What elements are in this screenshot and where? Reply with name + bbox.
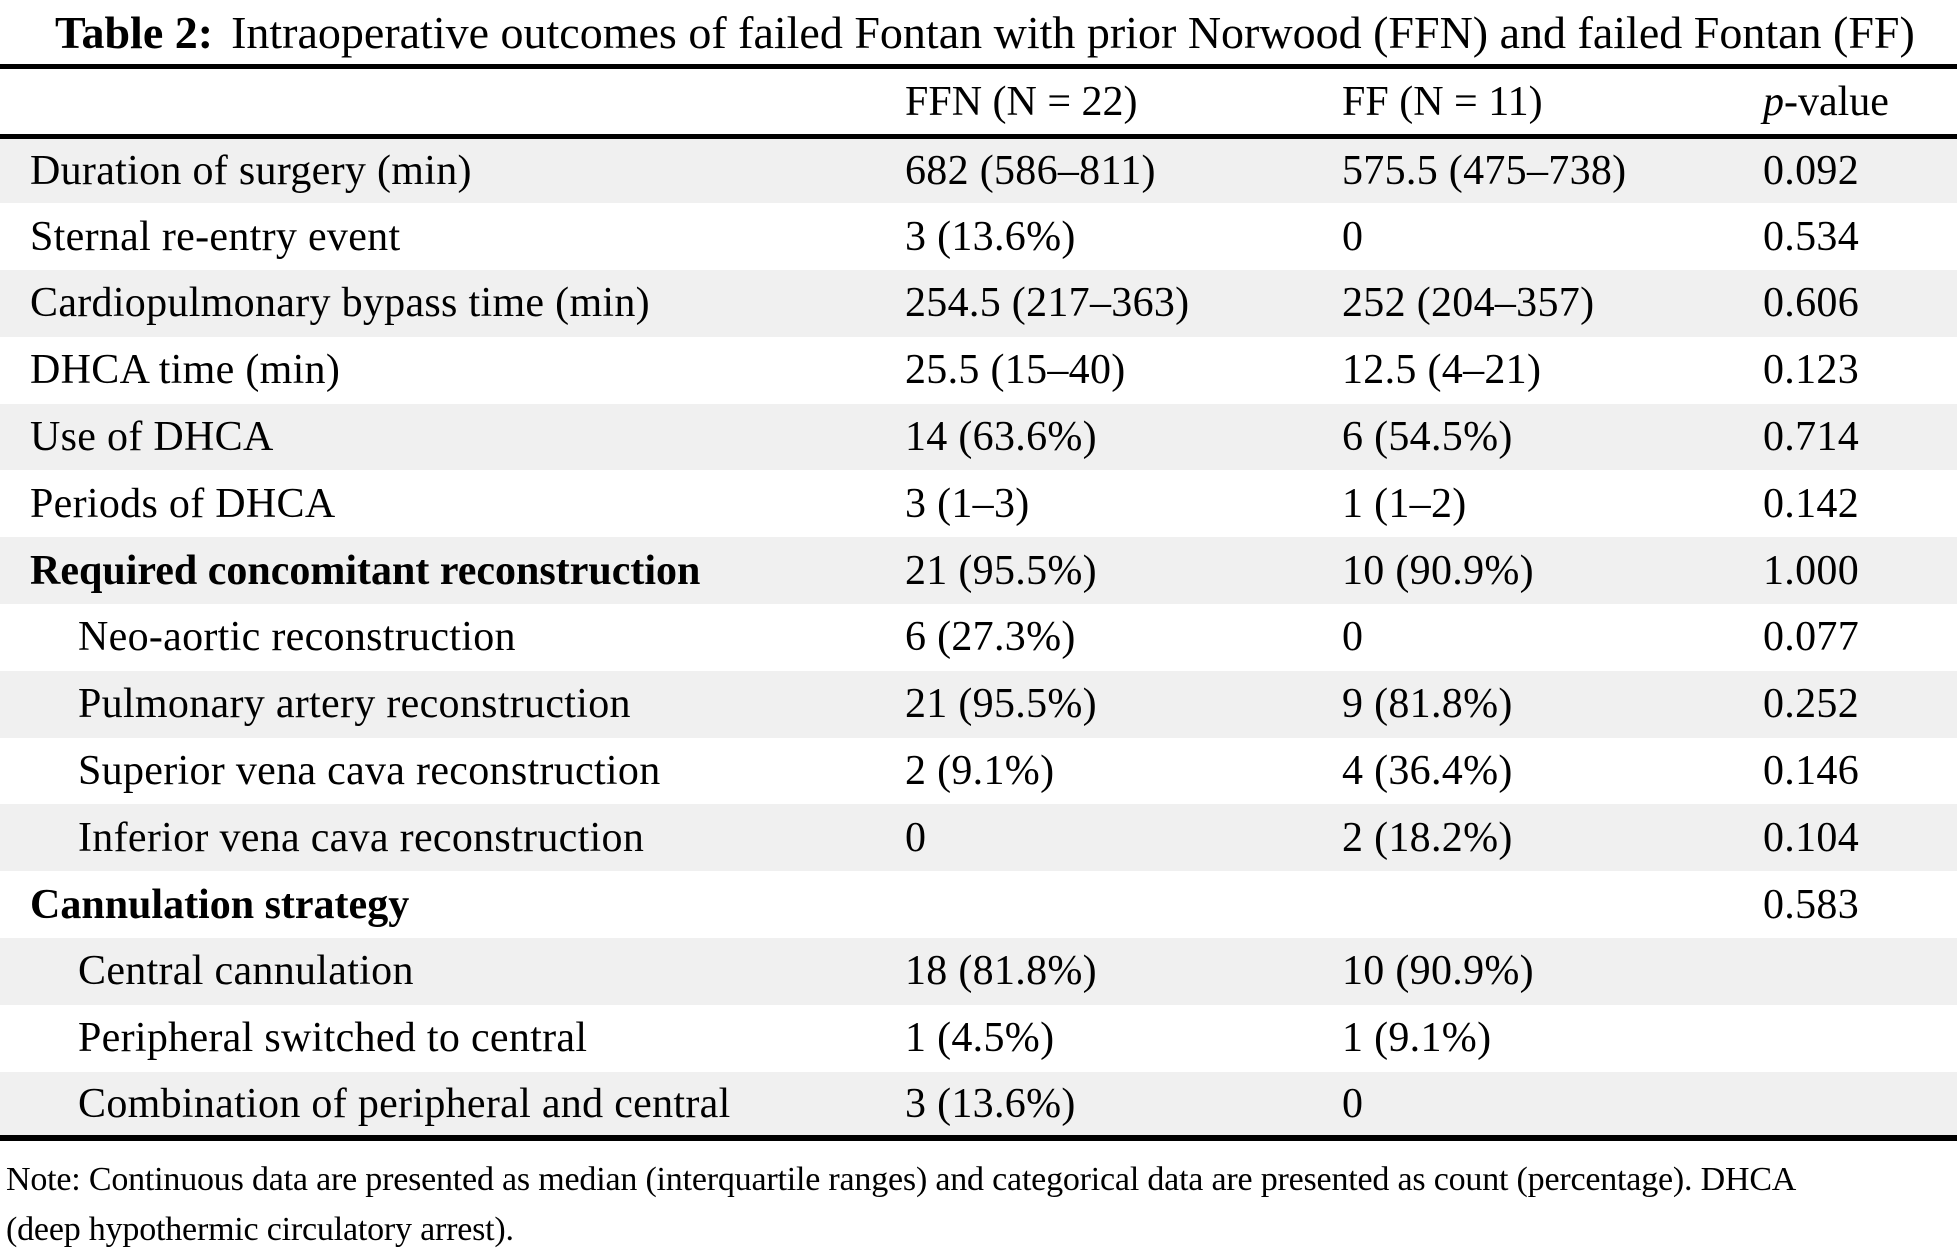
row-label: Required concomitant reconstruction <box>30 547 701 594</box>
table-header: FFN (N = 22) FF (N = 11) p-value <box>0 66 1957 139</box>
row-p-value: 0.104 <box>1763 814 1859 861</box>
row-ff-value: 1 (9.1%) <box>1342 1015 1492 1062</box>
row-ff-value: 0 <box>1342 614 1364 661</box>
row-ff-value: 1 (1–2) <box>1342 480 1467 527</box>
row-label: Cannulation strategy <box>30 881 410 928</box>
table-row: Central cannulation 18 (81.8%) 10 (90.9%… <box>0 938 1957 1005</box>
row-ffn-value: 3 (13.6%) <box>905 1080 1076 1127</box>
table-row: Required concomitant reconstruction 21 (… <box>0 537 1957 605</box>
row-label: Sternal re-entry event <box>30 213 401 260</box>
row-ffn-value: 0 <box>905 814 927 861</box>
row-label: Combination of peripheral and central <box>78 1080 731 1127</box>
row-ffn-value: 3 (13.6%) <box>905 213 1076 260</box>
row-ffn-value: 6 (27.3%) <box>905 614 1076 661</box>
row-ff-value: 2 (18.2%) <box>1342 814 1513 861</box>
table-body: Duration of surgery (min) 682 (586–811) … <box>0 136 1957 1139</box>
row-label: Neo-aortic reconstruction <box>78 614 516 661</box>
header-row: FFN (N = 22) FF (N = 11) p-value <box>0 66 1957 139</box>
table-row: Neo-aortic reconstruction 6 (27.3%) 0 0.… <box>0 604 1957 671</box>
row-label: Cardiopulmonary bypass time (min) <box>30 280 650 327</box>
row-ffn-value: 3 (1–3) <box>905 480 1030 527</box>
row-label: Central cannulation <box>78 948 414 995</box>
row-p-value: 0.252 <box>1763 681 1859 728</box>
table-row: Pulmonary artery reconstruction 21 (95.5… <box>0 670 1957 738</box>
footnote-line: Note: Continuous data are presented as m… <box>6 1161 1797 1199</box>
row-ffn-value: 682 (586–811) <box>905 148 1156 195</box>
row-p-value: 0.123 <box>1763 347 1859 394</box>
row-ff-value: 0 <box>1342 1080 1364 1127</box>
row-ff-value: 10 (90.9%) <box>1342 547 1534 594</box>
table-row: Use of DHCA 14 (63.6%) 6 (54.5%) 0.714 <box>0 403 1957 471</box>
table-caption: Intraoperative outcomes of failed Fontan… <box>231 6 1915 58</box>
header-cell-pvalue: p-value <box>1763 66 1957 139</box>
table-row: Superior vena cava reconstruction 2 (9.1… <box>0 738 1957 805</box>
table-row: Periods of DHCA 3 (1–3) 1 (1–2) 0.142 <box>0 470 1957 537</box>
row-ff-value: 9 (81.8%) <box>1342 681 1513 728</box>
table-title: Table 2: Intraoperative outcomes of fail… <box>0 0 1957 64</box>
header-cell-ffn: FFN (N = 22) <box>905 66 1342 139</box>
row-ff-value: 10 (90.9%) <box>1342 948 1534 995</box>
row-ff-value: 6 (54.5%) <box>1342 414 1513 461</box>
row-label: Superior vena cava reconstruction <box>78 748 661 795</box>
row-p-value: 0.092 <box>1763 148 1859 195</box>
row-p-value <box>1763 938 1957 1005</box>
header-cell-empty <box>0 66 905 139</box>
header-cell-ff: FF (N = 11) <box>1342 66 1763 139</box>
table-row: Peripheral switched to central 1 (4.5%) … <box>0 1005 1957 1072</box>
row-ffn-value: 21 (95.5%) <box>905 681 1097 728</box>
outcomes-table: FFN (N = 22) FF (N = 11) p-value Duratio… <box>0 64 1957 1142</box>
row-ff-value <box>1342 871 1763 938</box>
row-p-value: 0.534 <box>1763 213 1859 260</box>
row-ff-value: 4 (36.4%) <box>1342 748 1513 795</box>
table-number-label: Table 2: <box>55 6 214 58</box>
table-footnote: Note: Continuous data are presented as m… <box>0 1141 1957 1248</box>
row-label: Periods of DHCA <box>30 480 336 527</box>
row-p-value <box>1763 1005 1957 1072</box>
table-row: Inferior vena cava reconstruction 0 2 (1… <box>0 804 1957 872</box>
table-row: DHCA time (min) 25.5 (15–40) 12.5 (4–21)… <box>0 337 1957 404</box>
row-p-value: 0.077 <box>1763 614 1859 661</box>
row-ffn-value: 2 (9.1%) <box>905 748 1055 795</box>
row-ff-value: 12.5 (4–21) <box>1342 347 1542 394</box>
row-p-value <box>1763 1072 1957 1139</box>
row-p-value: 0.714 <box>1763 414 1859 461</box>
row-ffn-value: 18 (81.8%) <box>905 948 1097 995</box>
row-p-value: 0.142 <box>1763 480 1859 527</box>
row-ff-value: 252 (204–357) <box>1342 280 1595 327</box>
row-p-value: 1.000 <box>1763 547 1859 594</box>
footnote-line: (deep hypothermic circulatory arrest). <box>6 1210 514 1248</box>
row-ff-value: 0 <box>1342 213 1364 260</box>
table-row: Sternal re-entry event 3 (13.6%) 0 0.534 <box>0 203 1957 270</box>
table-row: Combination of peripheral and central 3 … <box>0 1071 1957 1139</box>
row-label: Pulmonary artery reconstruction <box>78 681 631 728</box>
row-label: Inferior vena cava reconstruction <box>78 814 645 861</box>
table-row: Cardiopulmonary bypass time (min) 254.5 … <box>0 270 1957 337</box>
row-ffn-value <box>905 871 1342 938</box>
table-row: Cannulation strategy 0.583 <box>0 871 1957 938</box>
row-ffn-value: 14 (63.6%) <box>905 414 1097 461</box>
row-ffn-value: 1 (4.5%) <box>905 1015 1055 1062</box>
row-ffn-value: 21 (95.5%) <box>905 547 1097 594</box>
row-p-value: 0.146 <box>1763 748 1859 795</box>
row-label: Peripheral switched to central <box>78 1015 588 1062</box>
row-label: Duration of surgery (min) <box>30 148 472 195</box>
row-label: Use of DHCA <box>30 414 274 461</box>
row-ff-value: 575.5 (475–738) <box>1342 148 1627 195</box>
row-label: DHCA time (min) <box>30 347 341 394</box>
row-ffn-value: 25.5 (15–40) <box>905 347 1126 394</box>
row-p-value: 0.583 <box>1763 881 1859 928</box>
table-row: Duration of surgery (min) 682 (586–811) … <box>0 136 1957 204</box>
row-ffn-value: 254.5 (217–363) <box>905 280 1190 327</box>
row-p-value: 0.606 <box>1763 280 1859 327</box>
